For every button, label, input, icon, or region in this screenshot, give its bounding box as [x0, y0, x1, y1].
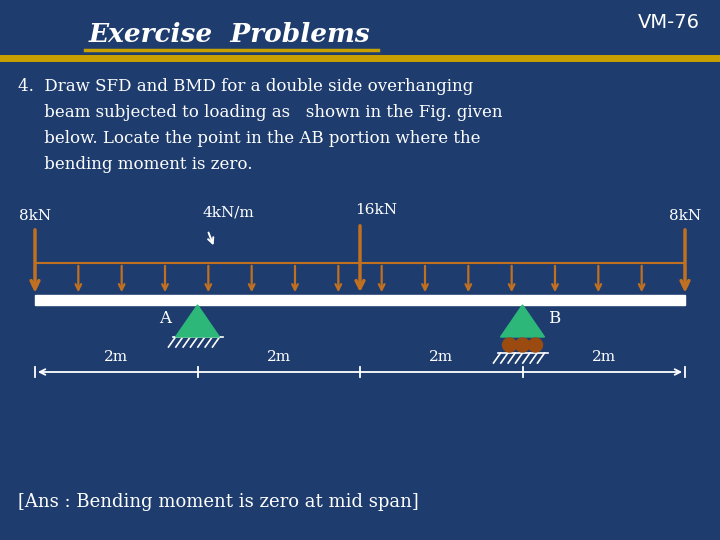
Text: 16kN: 16kN: [355, 203, 397, 217]
Text: 2m: 2m: [592, 350, 616, 364]
Text: 8kN: 8kN: [669, 209, 701, 223]
Text: 8kN: 8kN: [19, 209, 51, 223]
Circle shape: [528, 338, 542, 352]
Polygon shape: [176, 305, 220, 337]
Bar: [35, 295, 685, 305]
Text: 2m: 2m: [266, 350, 291, 364]
Circle shape: [516, 338, 529, 352]
Text: bending moment is zero.: bending moment is zero.: [18, 156, 253, 173]
Text: 2m: 2m: [104, 350, 128, 364]
Text: VM-76: VM-76: [638, 12, 700, 31]
Circle shape: [503, 338, 516, 352]
Text: 4kN/m: 4kN/m: [202, 206, 254, 220]
Text: 4.  Draw SFD and BMD for a double side overhanging: 4. Draw SFD and BMD for a double side ov…: [18, 78, 473, 95]
Text: 2m: 2m: [429, 350, 454, 364]
Text: A: A: [160, 310, 171, 327]
Text: Exercise  Problems: Exercise Problems: [89, 23, 371, 48]
Text: beam subjected to loading as   shown in the Fig. given: beam subjected to loading as shown in th…: [18, 104, 503, 121]
Text: B: B: [549, 310, 561, 327]
Text: [Ans : Bending moment is zero at mid span]: [Ans : Bending moment is zero at mid spa…: [18, 493, 419, 511]
Polygon shape: [500, 305, 544, 337]
Text: below. Locate the point in the AB portion where the: below. Locate the point in the AB portio…: [18, 130, 480, 147]
